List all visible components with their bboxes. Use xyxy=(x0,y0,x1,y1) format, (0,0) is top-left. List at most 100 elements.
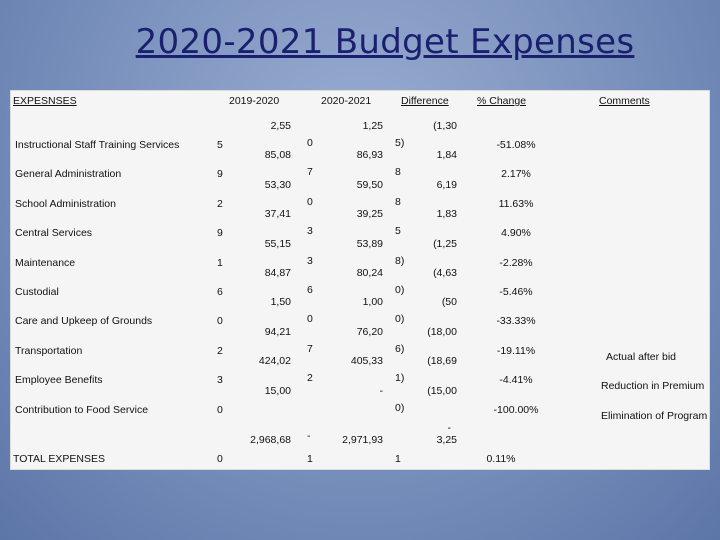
table-cell-pct: -4.41% xyxy=(499,374,533,387)
table-cell-a2: 0 xyxy=(217,315,223,328)
table-cell-b1: 405,33 xyxy=(350,355,383,368)
table-cell-pct: -33.33% xyxy=(496,315,536,328)
table-cell-d1: (18,00 xyxy=(427,325,457,338)
table-cell-d1: 6,19 xyxy=(436,178,457,191)
header-comments: Comments xyxy=(599,95,650,107)
table-cell-a1: 2,55 xyxy=(270,120,291,132)
table-cell-b1: - xyxy=(379,384,384,397)
table-cell-d2: 8 xyxy=(395,195,401,208)
header-percent-change: % Change xyxy=(477,95,527,107)
table-cell-b1: 1,25 xyxy=(362,120,383,132)
table-cell-a2: 3 xyxy=(217,374,223,387)
total-cell-pct: 0.11% xyxy=(486,453,516,465)
table-cell-label: Central Services xyxy=(15,227,93,240)
table-cell-b1: 53,89 xyxy=(356,237,383,250)
table-cell-d2: 8) xyxy=(395,254,405,267)
table-cell-d1: (1,25 xyxy=(433,237,457,250)
table-cell-d1: (15,00 xyxy=(427,384,457,397)
table-cell-a1: 1,50 xyxy=(270,296,291,309)
total-cell-d0: - xyxy=(447,422,452,434)
table-cell-b1: 86,93 xyxy=(356,149,383,162)
total-cell-b2: 1 xyxy=(307,453,313,465)
table-cell-label: General Administration xyxy=(15,168,122,181)
table-cell-a1: 84,87 xyxy=(264,267,291,279)
table-cell-d2: 0) xyxy=(395,401,405,414)
table-cell-a1: 15,00 xyxy=(264,384,291,397)
total-cell-label: TOTAL EXPENSES xyxy=(13,453,106,465)
table-cell-pct: -2.28% xyxy=(499,256,533,269)
table-cell-pct: 4.90% xyxy=(501,227,531,240)
page-title: 2020-2021 Budget Expenses xyxy=(135,22,635,62)
table-cell-comment: Actual after bid xyxy=(605,350,677,363)
table-cell-b2: 7 xyxy=(307,166,313,179)
table-cell-pct: -100.00% xyxy=(493,403,539,416)
table-cell-pct: 2.17% xyxy=(501,168,531,181)
table-cell-d2: 6) xyxy=(395,342,405,355)
table-cell-b2: 2 xyxy=(307,372,313,385)
table-cell-b1: 39,25 xyxy=(356,208,383,221)
table-cell-comment: Reduction in Premium xyxy=(601,380,705,393)
table-cell-comment: Elimination of Program xyxy=(601,409,708,422)
table-cell-a2: 0 xyxy=(217,403,223,416)
table-cell-label: School Administration xyxy=(15,197,116,210)
header-2019-2020: 2019-2020 xyxy=(229,95,280,107)
total-cell-a1: 2,968,68 xyxy=(250,434,291,446)
table-cell-a2: 2 xyxy=(217,344,223,357)
total-cell-d1: 3,25 xyxy=(436,434,457,446)
table-cell-d2: 8 xyxy=(395,166,401,179)
table-cell-b1: 76,20 xyxy=(356,325,383,338)
total-cell-a2: 0 xyxy=(217,453,223,465)
table-cell-b2: 6 xyxy=(307,284,313,296)
table-cell-label: Instructional Staff Training Services xyxy=(15,139,180,151)
table-cell-d2: 0) xyxy=(395,313,405,326)
table-cell-a2: 2 xyxy=(217,197,223,210)
table-cell-b2: 0 xyxy=(307,313,313,326)
table-cell-a2: 5 xyxy=(217,139,223,151)
table-cell-label: Contribution to Food Service xyxy=(15,403,149,416)
table-cell-b2: 0 xyxy=(307,137,313,149)
table-cell-a1: 85,08 xyxy=(264,149,291,162)
table-cell-d1: (1,30 xyxy=(433,120,457,132)
table-cell-a1: 53,30 xyxy=(264,178,291,191)
table-cell-label: Care and Upkeep of Grounds xyxy=(15,315,153,328)
table-cell-a2: 9 xyxy=(217,168,223,181)
table-cell-label: Transportation xyxy=(15,344,83,357)
total-cell-b1: 2,971,93 xyxy=(342,434,383,446)
table-cell-d1: (18,69 xyxy=(427,355,457,368)
header-difference: Difference xyxy=(401,95,449,107)
table-cell-pct: -5.46% xyxy=(499,286,533,298)
table-cell-pct: -19.11% xyxy=(496,344,536,357)
table-cell-d1: 1,84 xyxy=(436,149,457,162)
table-cell-a1: 37,41 xyxy=(264,208,291,221)
table-cell-d1: 1,83 xyxy=(436,208,457,221)
table-cell-d2: 5 xyxy=(395,225,401,238)
table-cell-b2: 7 xyxy=(307,342,313,355)
table-cell-d2: 5) xyxy=(395,137,405,149)
table-cell-a1: 55,15 xyxy=(264,237,291,250)
table-cell-pct: 11.63% xyxy=(498,197,534,210)
table-cell-a1: 424,02 xyxy=(258,355,291,368)
table-cell-a2: 9 xyxy=(217,227,223,240)
budget-table: EXPESNSES 2019-2020 2020-2021 Difference… xyxy=(10,90,710,470)
table-cell-b1: 1,00 xyxy=(362,296,383,309)
table-cell-d2: 1) xyxy=(395,372,405,385)
header-expenses: EXPESNSES xyxy=(13,95,77,107)
table-cell-a2: 1 xyxy=(217,256,223,269)
table-cell-label: Employee Benefits xyxy=(15,374,103,387)
table-cell-a1: 94,21 xyxy=(264,325,291,338)
table-cell-b1: 59,50 xyxy=(356,178,383,191)
total-cell-d2: 1 xyxy=(395,453,401,465)
table-cell-pct: -51.08% xyxy=(496,139,536,151)
table-cell-b1: 80,24 xyxy=(356,267,383,279)
table-cell-label: Maintenance xyxy=(15,256,76,269)
total-cell-b0: - xyxy=(307,430,311,442)
table-cell-label: Custodial xyxy=(15,286,59,298)
table-cell-d2: 0) xyxy=(395,284,405,296)
table-cell-a2: 6 xyxy=(217,286,223,298)
table-cell-d1: (50 xyxy=(441,296,457,309)
table-cell-b2: 0 xyxy=(307,195,313,208)
header-2020-2021: 2020-2021 xyxy=(321,95,372,107)
table-cell-b2: 3 xyxy=(307,225,313,238)
table-cell-b2: 3 xyxy=(307,254,313,267)
table-cell-d1: (4,63 xyxy=(433,267,457,279)
